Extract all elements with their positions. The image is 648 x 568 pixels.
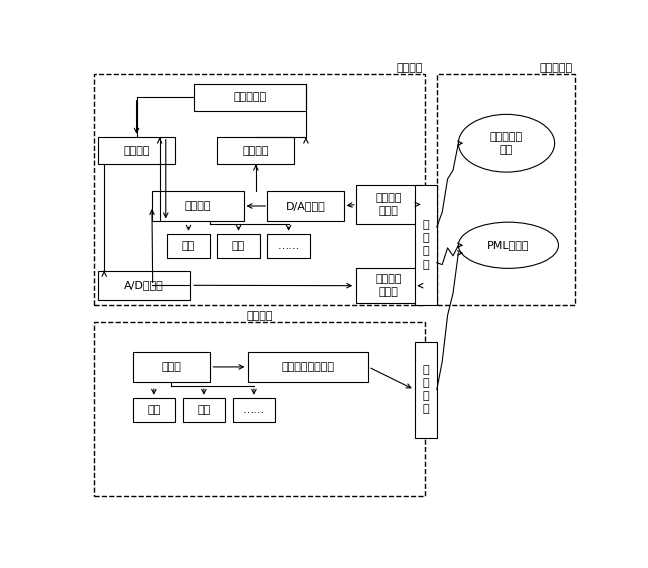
Bar [98,137,175,164]
Text: D/A转换器: D/A转换器 [286,201,326,211]
Text: 控制器: 控制器 [161,362,181,372]
Text: 音频: 音频 [232,241,245,251]
Text: 数字信号接发装置: 数字信号接发装置 [281,362,334,372]
Bar [268,233,310,258]
Bar [415,341,437,438]
Bar [415,185,437,304]
Bar [133,398,175,423]
Bar [268,191,345,220]
Text: 发射电路: 发射电路 [242,146,269,156]
Text: 数字信号
发射卡: 数字信号 发射卡 [375,274,402,297]
Bar [94,74,425,306]
Bar [183,398,225,423]
Text: 压电换能器: 压电换能器 [233,92,267,102]
Bar [167,233,210,258]
Text: 远程终端: 远程终端 [246,311,273,321]
Text: 控制电路: 控制电路 [185,201,211,211]
Text: 超声探头: 超声探头 [397,63,423,73]
Text: 云计算网络: 云计算网络 [540,63,573,73]
Ellipse shape [458,114,555,172]
Bar [194,83,306,111]
Bar [233,398,275,423]
Bar [217,233,260,258]
Bar [356,268,421,303]
Text: 视频: 视频 [147,405,161,415]
Text: 音频: 音频 [197,405,211,415]
Bar [94,322,425,495]
Text: 接收电路: 接收电路 [123,146,150,156]
Bar [248,352,367,382]
Bar [356,185,421,224]
Ellipse shape [458,222,559,268]
Text: A/D转换器: A/D转换器 [124,280,164,290]
Text: PML服务器: PML服务器 [487,240,529,250]
Bar [217,137,294,164]
Text: ……: …… [243,405,265,415]
Text: 视频: 视频 [182,241,195,251]
Bar [133,352,210,382]
Text: 数字信号
接收卡: 数字信号 接收卡 [375,193,402,216]
Text: 无
线
网
卡: 无 线 网 卡 [422,365,430,415]
Bar [152,191,244,220]
Bar [98,271,191,300]
Bar [437,74,575,306]
Text: 数字扫描转
换器: 数字扫描转 换器 [490,132,523,155]
Text: ……: …… [277,241,300,251]
Text: 无
线
网
卡: 无 线 网 卡 [422,220,430,270]
